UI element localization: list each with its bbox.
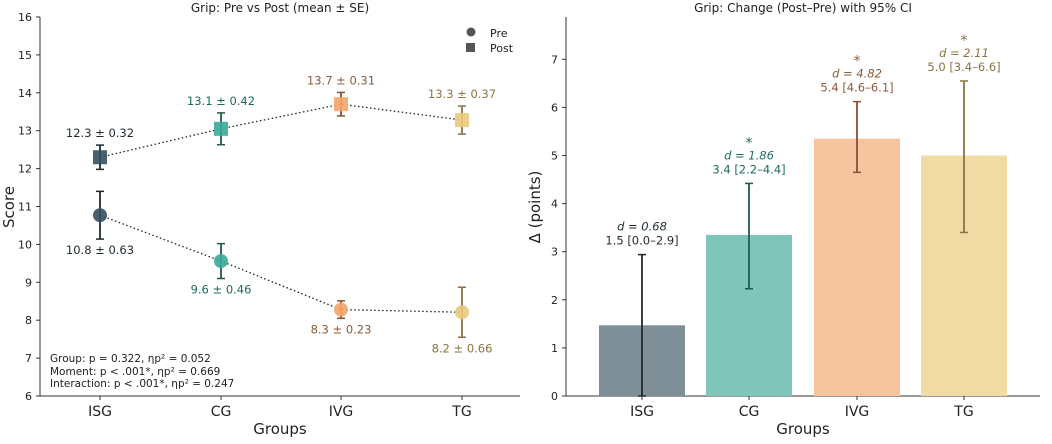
pre-point xyxy=(214,254,228,269)
y-tick-label: 11 xyxy=(18,201,32,214)
y-tick-label: 14 xyxy=(18,87,32,100)
pre-point xyxy=(334,302,348,317)
y-tick-label: 0 xyxy=(551,390,558,403)
bar-ivg xyxy=(814,138,900,396)
y-tick-label: 1 xyxy=(551,342,558,355)
x-tick-label: TG xyxy=(953,404,973,420)
y-tick-label: 15 xyxy=(18,49,32,62)
y-tick-label: 10 xyxy=(18,238,32,251)
x-tick-label: IVG xyxy=(329,404,354,420)
data-label: 8.2 ± 0.66 xyxy=(432,341,493,355)
pre-post-chart: Grip: Pre vs Post (mean ± SE) Groups Sco… xyxy=(0,1,520,438)
y-tick-label: 16 xyxy=(18,11,32,24)
data-label: 10.8 ± 0.63 xyxy=(66,243,134,257)
stat-annotation-moment: Moment: p < .001*, ηp² = 0.669 xyxy=(50,366,220,378)
ci-label: 5.4 [4.6–6.1] xyxy=(820,81,893,95)
y-tick-label: 6 xyxy=(551,101,558,114)
left-y-axis-label: Score xyxy=(0,186,18,228)
y-tick-label: 2 xyxy=(551,294,558,307)
right-chart-title: Grip: Change (Post–Pre) with 95% CI xyxy=(694,1,912,15)
ci-label: 5.0 [3.4–6.6] xyxy=(927,60,1000,74)
x-tick-label: CG xyxy=(211,404,232,420)
x-tick-label: TG xyxy=(451,404,471,420)
right-x-axis-label: Groups xyxy=(776,420,830,438)
data-label: 13.1 ± 0.42 xyxy=(187,94,255,108)
series-line-pre xyxy=(99,214,463,313)
y-tick-label: 7 xyxy=(25,352,32,365)
ci-label: 3.4 [2.2–4.4] xyxy=(712,162,785,176)
data-label: 9.6 ± 0.46 xyxy=(191,283,252,297)
right-y-axis-label: Δ (points) xyxy=(526,171,544,244)
y-tick-label: 12 xyxy=(18,163,32,176)
pre-point xyxy=(93,208,107,223)
pre-point xyxy=(455,305,469,320)
data-label: 12.3 ± 0.32 xyxy=(66,126,134,140)
y-tick-label: 8 xyxy=(25,314,32,327)
effect-size-label: d = 0.68 xyxy=(617,220,667,234)
left-chart-title: Grip: Pre vs Post (mean ± SE) xyxy=(191,1,369,15)
y-tick-label: 5 xyxy=(551,150,558,163)
data-label: 13.3 ± 0.37 xyxy=(428,87,496,101)
post-point xyxy=(214,121,228,136)
stat-annotation-group: Group: p = 0.322, ηp² = 0.052 xyxy=(50,353,211,365)
x-tick-label: ISG xyxy=(630,404,654,420)
stat-annotation-interaction: Interaction: p < .001*, ηp² = 0.247 xyxy=(50,378,234,390)
change-chart: Grip: Change (Post–Pre) with 95% CI Grou… xyxy=(526,1,1040,438)
effect-size-label: d = 1.86 xyxy=(724,148,774,162)
post-point xyxy=(93,150,107,165)
y-tick-label: 6 xyxy=(25,390,32,403)
data-label: 8.3 ± 0.23 xyxy=(311,322,372,336)
post-point xyxy=(334,97,348,112)
y-tick-label: 3 xyxy=(551,246,558,259)
effect-size-label: d = 4.82 xyxy=(832,67,882,81)
significance-marker: * xyxy=(961,33,968,49)
ci-label: 1.5 [0.0–2.9] xyxy=(605,234,678,248)
left-x-axis-label: Groups xyxy=(253,420,307,438)
legend-post-marker xyxy=(466,43,475,52)
y-tick-label: 9 xyxy=(25,276,32,289)
data-label: 13.7 ± 0.31 xyxy=(307,73,375,87)
y-tick-label: 7 xyxy=(551,53,558,66)
x-tick-label: IVG xyxy=(845,404,870,420)
series-line-post xyxy=(99,103,463,158)
x-tick-label: CG xyxy=(739,404,760,420)
y-tick-label: 4 xyxy=(551,198,558,211)
legend-post-label: Post xyxy=(490,42,514,55)
y-tick-label: 13 xyxy=(18,125,32,138)
significance-marker: * xyxy=(854,54,861,70)
significance-marker: * xyxy=(746,135,753,151)
post-point xyxy=(455,113,469,128)
legend-pre-label: Pre xyxy=(490,27,508,40)
effect-size-label: d = 2.11 xyxy=(939,46,989,60)
x-tick-label: ISG xyxy=(88,404,112,420)
legend-pre-marker xyxy=(466,27,476,37)
